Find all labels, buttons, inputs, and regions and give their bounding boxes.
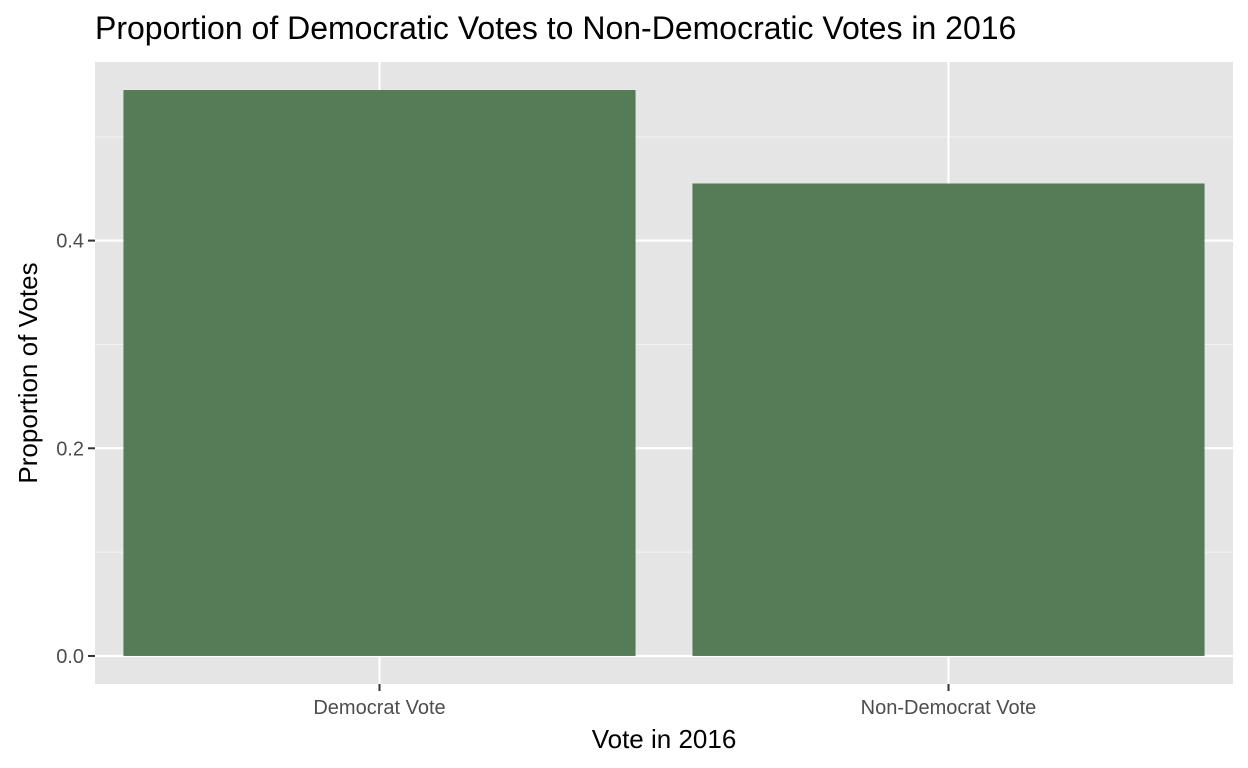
y-tick-label: 0.0 xyxy=(56,646,84,668)
bar xyxy=(123,90,636,656)
x-axis-title: Vote in 2016 xyxy=(592,724,737,754)
x-axis-ticks: Democrat Vote Non-Democrat Vote xyxy=(313,684,1036,719)
y-axis-ticks: 0.0 0.2 0.4 xyxy=(56,231,95,668)
x-tick-label: Democrat Vote xyxy=(313,697,445,719)
y-tick-label: 0.4 xyxy=(56,231,84,253)
y-tick-label: 0.2 xyxy=(56,438,84,460)
bars xyxy=(123,90,1205,656)
chart-title: Proportion of Democratic Votes to Non-De… xyxy=(95,10,1016,46)
x-tick-label: Non-Democrat Vote xyxy=(861,697,1037,719)
y-axis-title: Proportion of Votes xyxy=(13,262,43,483)
bar xyxy=(692,183,1205,656)
